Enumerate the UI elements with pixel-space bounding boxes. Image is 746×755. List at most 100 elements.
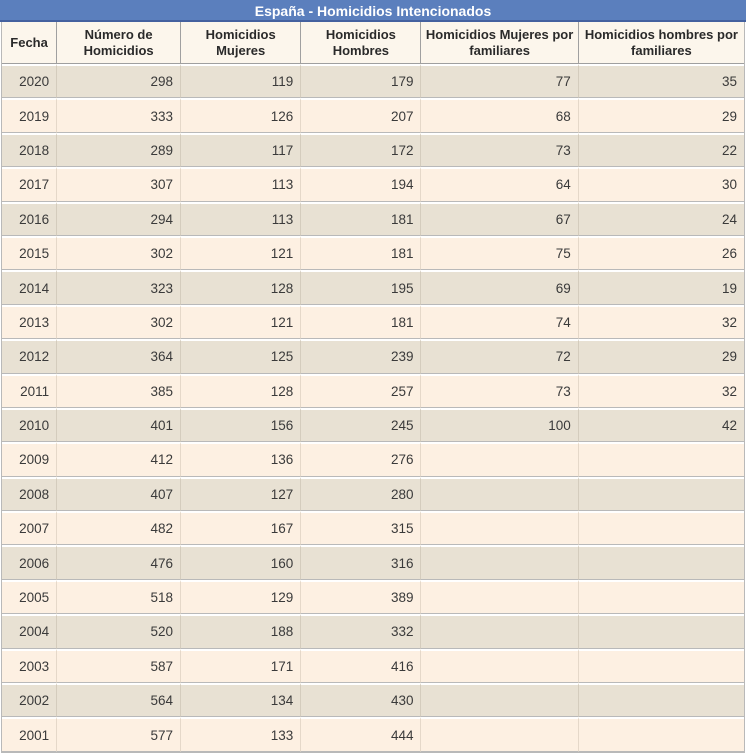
year-cell: 2008 [2,476,57,512]
table-row: 2020 298 119 179 77 35 [2,64,744,99]
year-cell: 2002 [2,683,57,718]
value-cell: 26 [577,235,744,271]
table-row: 2014 323 128 195 69 19 [2,270,744,305]
table-row: 2018 289 117 172 73 22 [2,132,744,168]
value-cell [420,511,578,546]
value-cell: 136 [180,442,301,477]
value-cell: 412 [56,442,181,477]
value-cell: 171 [180,648,301,684]
value-cell: 113 [180,167,301,202]
year-cell: 2001 [2,717,57,752]
value-cell [577,648,744,684]
value-cell: 482 [56,511,181,546]
value-cell: 307 [56,167,181,202]
value-cell: 195 [300,270,421,305]
value-cell [420,683,578,718]
table-row: 2017 307 113 194 64 30 [2,167,744,202]
value-cell [577,579,744,615]
value-cell: 160 [180,545,301,580]
year-cell: 2016 [2,201,57,236]
value-cell: 239 [300,339,421,374]
value-cell: 294 [56,201,181,236]
table-row: 2007 482 167 315 [2,511,744,546]
value-cell: 364 [56,339,181,374]
value-cell: 42 [577,407,744,443]
value-cell: 194 [300,167,421,202]
value-cell: 127 [180,476,301,512]
table-row: 2005 518 129 389 [2,579,744,615]
table-title: España - Homicidios Intencionados [0,0,746,22]
value-cell: 77 [420,64,578,99]
column-header-homicidios-hombres: Homicidios Hombres [300,22,421,64]
value-cell [420,476,578,512]
table-row: 2010 401 156 245 100 42 [2,407,744,443]
column-header-mujeres-por-familiares: Homicidios Mujeres por familiares [420,22,578,64]
value-cell: 134 [180,683,301,718]
value-cell: 245 [300,407,421,443]
year-cell: 2006 [2,545,57,580]
value-cell [420,442,578,477]
year-cell: 2019 [2,98,57,133]
value-cell: 73 [420,132,578,168]
value-cell: 24 [577,201,744,236]
year-cell: 2004 [2,614,57,649]
year-cell: 2010 [2,407,57,443]
value-cell: 121 [180,235,301,271]
year-cell: 2011 [2,373,57,408]
value-cell: 68 [420,98,578,133]
value-cell: 32 [577,373,744,408]
value-cell: 125 [180,339,301,374]
year-cell: 2009 [2,442,57,477]
year-cell: 2005 [2,579,57,615]
value-cell: 257 [300,373,421,408]
table-row: 2015 302 121 181 75 26 [2,235,744,271]
value-cell [420,648,578,684]
value-cell: 19 [577,270,744,305]
value-cell: 315 [300,511,421,546]
value-cell: 100 [420,407,578,443]
value-cell: 128 [180,373,301,408]
value-cell: 119 [180,64,301,99]
value-cell: 73 [420,373,578,408]
value-cell: 476 [56,545,181,580]
table-header-row: Fecha Número de Homicidios Homicidios Mu… [2,22,744,64]
value-cell: 117 [180,132,301,168]
value-cell: 35 [577,64,744,99]
table-row: 2002 564 134 430 [2,683,744,718]
value-cell: 564 [56,683,181,718]
year-cell: 2007 [2,511,57,546]
table-row: 2003 587 171 416 [2,648,744,684]
table-row: 2009 412 136 276 [2,442,744,477]
value-cell: 29 [577,98,744,133]
year-cell: 2003 [2,648,57,684]
value-cell: 128 [180,270,301,305]
year-cell: 2020 [2,64,57,99]
value-cell: 333 [56,98,181,133]
value-cell: 401 [56,407,181,443]
table-row: 2004 520 188 332 [2,614,744,649]
value-cell: 167 [180,511,301,546]
value-cell: 332 [300,614,421,649]
value-cell: 181 [300,201,421,236]
value-cell: 518 [56,579,181,615]
table-body: 2020 298 119 179 77 35 2019 333 126 207 68 29 2018 28… [2,64,744,752]
value-cell: 280 [300,476,421,512]
value-cell: 179 [300,64,421,99]
value-cell: 587 [56,648,181,684]
homicides-data-table: Fecha Número de Homicidios Homicidios Mu… [2,22,744,752]
value-cell: 302 [56,235,181,271]
value-cell: 207 [300,98,421,133]
value-cell: 181 [300,304,421,340]
year-cell: 2017 [2,167,57,202]
value-cell: 389 [300,579,421,615]
value-cell: 69 [420,270,578,305]
value-cell: 172 [300,132,421,168]
value-cell [577,545,744,580]
table-row: 2019 333 126 207 68 29 [2,98,744,133]
value-cell: 276 [300,442,421,477]
value-cell: 181 [300,235,421,271]
value-cell [420,717,578,752]
value-cell: 129 [180,579,301,615]
table-row: 2001 577 133 444 [2,717,744,752]
table-row: 2012 364 125 239 72 29 [2,339,744,374]
